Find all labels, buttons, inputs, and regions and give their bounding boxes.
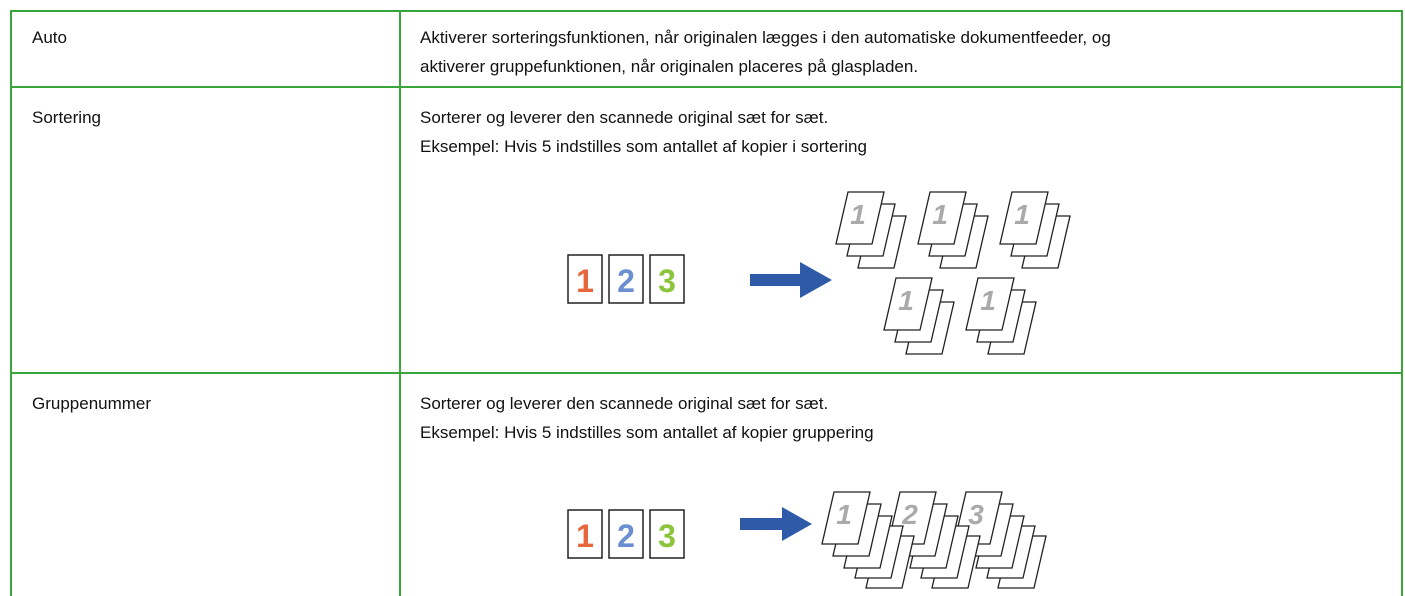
original-number: 1: [576, 263, 594, 299]
row-text: Eksempel: Hvis 5 indstilles som antallet…: [420, 137, 867, 156]
copy-number: 3: [968, 499, 984, 530]
copy-number: 1: [850, 199, 866, 230]
arrow: [750, 262, 832, 298]
original-number: 1: [576, 518, 594, 554]
copy-page: [883, 277, 933, 331]
original-page: [567, 509, 603, 559]
copy-number: 1: [1014, 199, 1030, 230]
original-page: [567, 254, 603, 304]
copy-number: 1: [980, 285, 996, 316]
copy-number: 1: [932, 199, 948, 230]
row-text: Sorterer og leverer den scannede origina…: [420, 108, 829, 127]
copy-page: [821, 491, 871, 545]
border: [10, 10, 1403, 12]
original-page: [649, 509, 685, 559]
original-page: [649, 254, 685, 304]
original-number: 3: [658, 518, 676, 554]
copy-page: [917, 191, 967, 245]
original-page: [608, 254, 644, 304]
row-text: Eksempel: Hvis 5 indstilles som antallet…: [420, 423, 874, 442]
original-page: [608, 509, 644, 559]
original-number: 2: [617, 518, 635, 554]
copy-number: 2: [901, 499, 918, 530]
copy-number: 1: [898, 285, 914, 316]
row-text: Aktiverer sorteringsfunktionen, når orig…: [420, 28, 1111, 47]
arrow: [740, 507, 812, 541]
border: [1401, 10, 1403, 596]
row-text: Sorterer og leverer den scannede origina…: [420, 394, 829, 413]
original-number: 2: [617, 263, 635, 299]
border: [10, 10, 12, 596]
row-text: aktiverer gruppefunktionen, når original…: [420, 57, 919, 76]
row-label: Auto: [32, 28, 67, 47]
row-label: Gruppenummer: [32, 394, 152, 413]
original-number: 3: [658, 263, 676, 299]
copy-page: [835, 191, 885, 245]
copy-page: [965, 277, 1015, 331]
copy-number: 1: [836, 499, 852, 530]
copy-page: [999, 191, 1049, 245]
border: [10, 372, 1403, 374]
border: [10, 86, 1403, 88]
border: [399, 10, 401, 596]
row-label: Sortering: [32, 108, 101, 127]
